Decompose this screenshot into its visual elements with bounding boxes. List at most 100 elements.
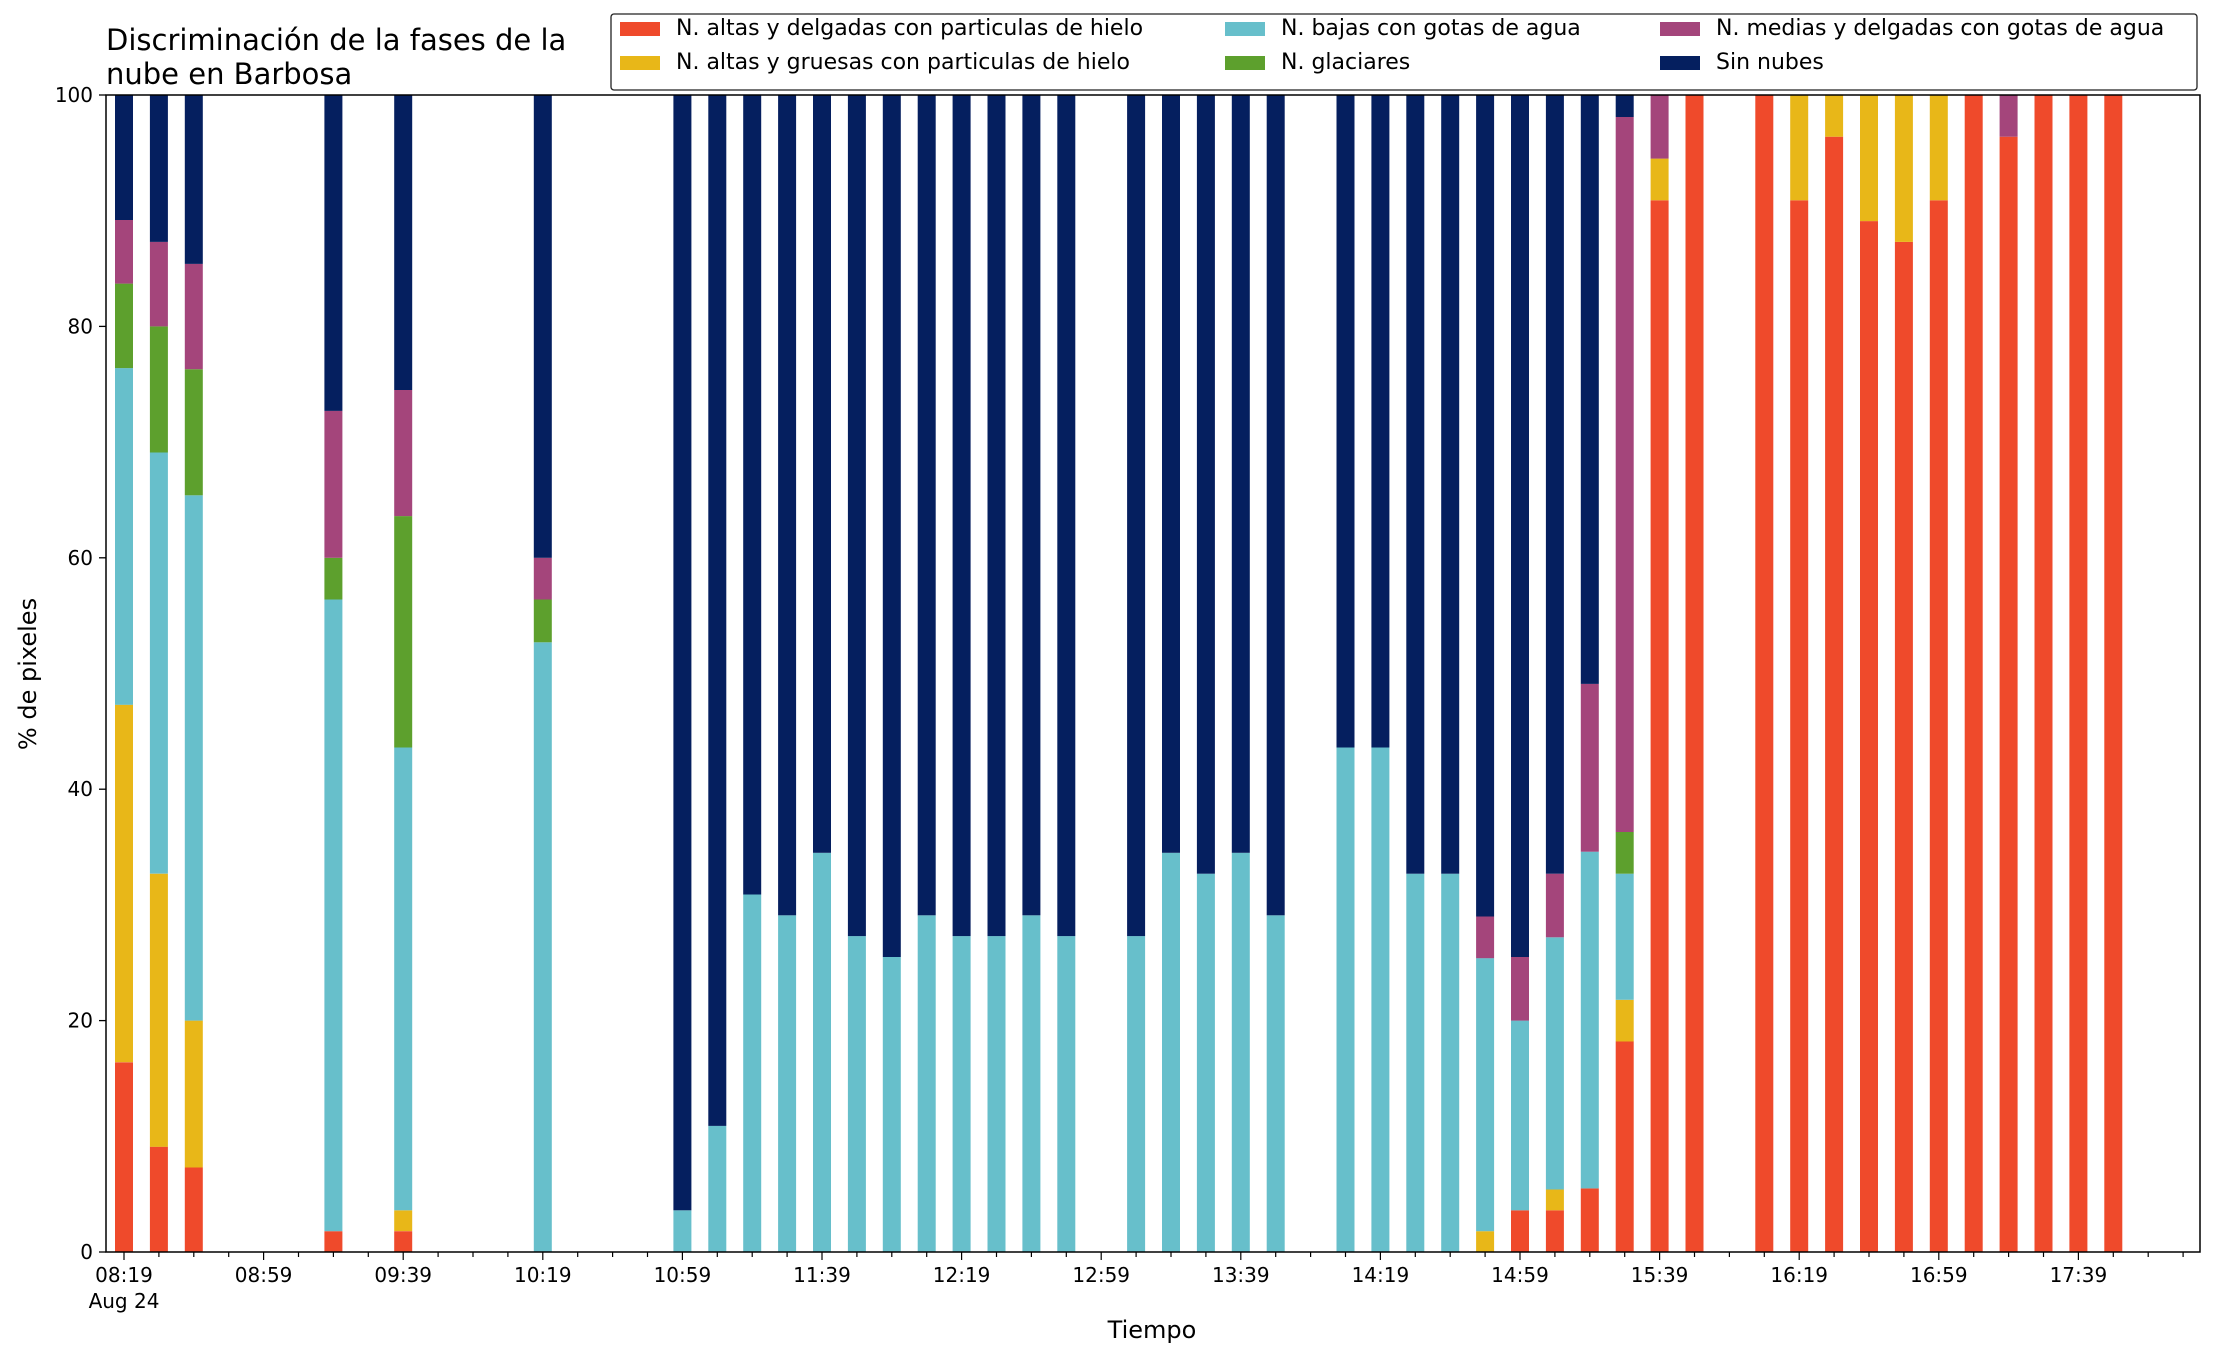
bar-segment-1619-s0 [1790,200,1809,1252]
bar-segment-1509-s2 [1545,937,1564,1190]
bar-segment-1629-s1 [1825,95,1844,137]
bar-segment-1319-s2 [1162,852,1180,1252]
bar-segment-1019-s2 [533,642,552,1252]
bar-segment-1719-s0 [1999,136,2018,1253]
bar-segment-1249-s2 [1057,936,1076,1252]
bar-segment-1119-s2 [743,894,762,1252]
bar-segment-1449-s1 [1476,1231,1495,1252]
x-tick-label-1739: 17:39 [2050,1263,2108,1287]
bar-segment-1319-s5 [1162,95,1180,853]
bar-segment-1309-s5 [1127,95,1146,937]
x-tick-label-0939: 09:39 [374,1263,432,1287]
x-tick-label-1219: 12:19 [933,1263,991,1287]
x-tick-label-1019: 10:19 [514,1263,572,1287]
bar-segment-1629-s0 [1825,136,1844,1253]
chart-title-line-1: Discriminación de la fases de la [106,23,566,57]
x-tick-label-1539: 15:39 [1631,1263,1689,1287]
bar-segment-0919-s3 [324,557,343,600]
bar-segment-1339-s5 [1231,95,1250,853]
bar-segment-1539-s1 [1650,158,1669,201]
bar-segment-0939-s3 [394,516,413,748]
bar-segment-0829-s3 [149,326,168,453]
bar-segment-1409-s2 [1336,747,1355,1252]
bar-segment-0819-s5 [115,95,133,220]
bar-segment-1609-s0 [1755,95,1774,1252]
bar-segment-0819-s4 [115,220,133,284]
bar-segment-0829-s0 [149,1146,168,1252]
bar-segment-1509-s0 [1545,1210,1564,1252]
bar-segment-1309-s2 [1127,936,1146,1252]
y-tick-label-100: 100 [55,83,93,107]
bar-segment-1659-s0 [1929,200,1948,1252]
axes-group: 0 20 40 60 80 100 08:19 08:59 09:39 10:19 10:59 11:… [55,83,2201,1313]
bar-segment-0829-s1 [149,873,168,1147]
x-tick-label-1619: 16:19 [1770,1263,1828,1287]
x-tick-label-1059: 10:59 [654,1263,712,1287]
bars-group [115,95,2123,1253]
bar-segment-1459-s0 [1511,1210,1529,1252]
bar-segment-1219-s2 [952,936,971,1252]
legend-swatch-1 [620,56,660,70]
bar-segment-0919-s4 [324,410,343,558]
bar-segment-1459-s5 [1511,95,1529,957]
bar-segment-1649-s1 [1894,95,1913,242]
bar-segment-1519-s4 [1580,683,1599,852]
legend-label-4: N. medias y delgadas con gotas de agua [1716,16,2164,41]
bar-segment-1019-s3 [533,599,552,643]
bar-segment-1449-s2 [1476,958,1495,1232]
bar-segment-1449-s4 [1476,916,1495,959]
bar-segment-1659-s1 [1929,95,1948,201]
bar-segment-1229-s5 [987,95,1006,937]
legend-swatch-0 [620,22,660,36]
bar-segment-1709-s0 [1964,95,1983,1252]
bar-segment-1749-s0 [2104,95,2123,1252]
legend: N. altas y delgadas con particulas de hi… [610,13,2198,91]
bar-segment-1649-s0 [1894,241,1913,1252]
x-tick-label-1259: 12:59 [1072,1263,1130,1287]
legend-label-1: N. altas y gruesas con particulas de hie… [676,50,1130,75]
bar-segment-1119-s5 [743,95,762,895]
y-tick-label-60: 60 [68,546,93,570]
bar-segment-1529-s0 [1615,1041,1634,1252]
y-tick-label-20: 20 [68,1009,93,1033]
bar-segment-1349-s2 [1266,915,1285,1252]
bar-segment-1019-s4 [533,557,552,600]
bar-segment-1239-s2 [1022,915,1041,1252]
plot-frame [105,94,2201,1253]
bar-segment-1209-s2 [917,915,936,1252]
legend-label-3: N. glaciares [1281,50,1410,75]
bar-segment-1439-s5 [1441,95,1460,874]
bar-segment-0839-s1 [184,1020,203,1168]
y-tick-label-80: 80 [68,314,93,338]
y-tick-label-40: 40 [68,777,93,801]
bar-segment-1249-s5 [1057,95,1076,937]
bar-segment-0819-s1 [115,704,133,1063]
bar-segment-1459-s4 [1511,957,1529,1021]
bar-segment-1349-s5 [1266,95,1285,916]
y-axis-label: % de pixeles [14,598,42,750]
bar-segment-0939-s0 [394,1231,413,1252]
bar-segment-1129-s2 [778,915,797,1252]
x-axis-label: Tiempo [1107,1316,1197,1344]
bar-segment-1619-s1 [1790,95,1809,201]
bar-segment-1529-s2 [1615,873,1634,1000]
bar-segment-1429-s2 [1406,873,1425,1252]
bar-segment-0919-s2 [324,599,343,1232]
bar-segment-0819-s2 [115,368,133,705]
bar-segment-1419-s2 [1371,747,1390,1252]
bar-segment-1059-s2 [673,1210,692,1252]
bar-segment-1739-s0 [2069,95,2088,1252]
x-tick-label-0859: 08:59 [235,1263,293,1287]
bar-segment-0839-s2 [184,495,203,1021]
x-tick-label-1339: 13:39 [1212,1263,1270,1287]
bar-segment-1329-s5 [1196,95,1215,874]
bar-segment-1729-s0 [2034,95,2053,1252]
legend-box [610,13,2198,91]
bar-segment-1549-s0 [1685,95,1704,1252]
bar-segment-1109-s2 [708,1125,727,1252]
legend-label-0: N. altas y delgadas con particulas de hi… [676,16,1143,41]
bar-segment-1409-s5 [1336,95,1355,748]
bar-segment-0939-s5 [394,95,413,390]
bar-segment-1109-s5 [708,95,727,1126]
legend-label-5: Sin nubes [1716,50,1824,75]
